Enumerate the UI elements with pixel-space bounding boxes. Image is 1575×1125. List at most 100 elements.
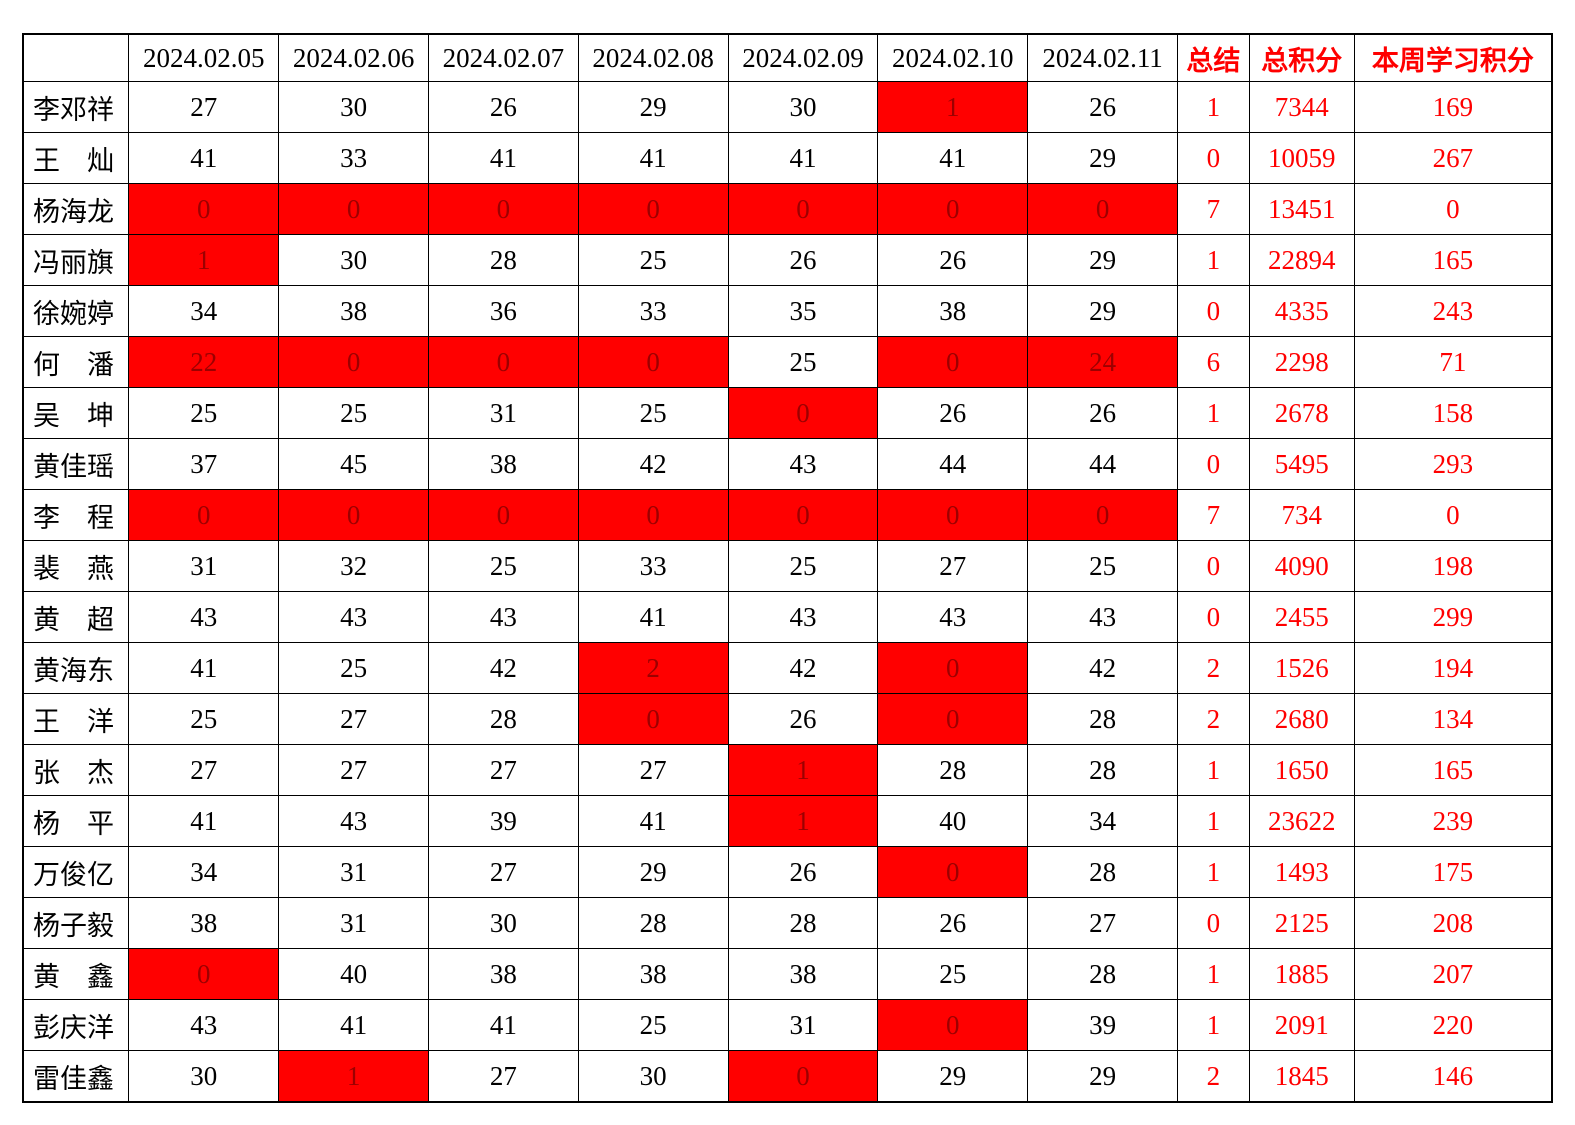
score-cell: 45 xyxy=(278,438,429,490)
score-cell: 27 xyxy=(877,540,1029,592)
score-cell: 34 xyxy=(1027,795,1178,847)
week-study-points-cell: 165 xyxy=(1353,744,1553,796)
score-cell: 41 xyxy=(128,642,280,694)
score-cell-flagged: 0 xyxy=(128,183,280,235)
score-cell-flagged: 0 xyxy=(877,336,1029,388)
score-cell: 41 xyxy=(278,999,429,1051)
weekly-score-table: 2024.02.05 2024.02.06 2024.02.07 2024.02.08… xyxy=(22,33,1553,1103)
score-cell: 39 xyxy=(427,795,579,847)
score-cell: 43 xyxy=(877,591,1029,643)
table-row: 杨子毅 38 31 30 28 28 26 27 0 2125 208 xyxy=(22,897,1553,949)
score-cell: 38 xyxy=(427,948,579,1000)
score-cell: 26 xyxy=(877,234,1029,286)
table-row: 冯丽旗 1 30 28 25 26 26 29 1 22894 165 xyxy=(22,234,1553,286)
week-study-points-cell: 267 xyxy=(1353,132,1553,184)
summary-count-cell: 2 xyxy=(1176,642,1250,694)
score-cell: 33 xyxy=(278,132,429,184)
table-row: 黄 超 43 43 43 41 43 43 43 0 2455 299 xyxy=(22,591,1553,643)
score-cell: 41 xyxy=(577,591,729,643)
date-column-header: 2024.02.05 xyxy=(128,33,280,82)
student-name: 冯丽旗 xyxy=(22,234,130,286)
score-cell: 28 xyxy=(1027,948,1178,1000)
total-points-cell: 7344 xyxy=(1248,81,1355,133)
week-study-points-cell: 207 xyxy=(1353,948,1553,1000)
score-cell: 41 xyxy=(577,132,729,184)
summary-count-cell: 0 xyxy=(1176,591,1250,643)
student-name: 黄 超 xyxy=(22,591,130,643)
score-cell: 25 xyxy=(577,387,729,439)
summary-count-cell: 1 xyxy=(1176,948,1250,1000)
week-study-points-cell: 175 xyxy=(1353,846,1553,898)
total-points-cell: 13451 xyxy=(1248,183,1355,235)
summary-count-cell: 2 xyxy=(1176,1050,1250,1103)
table-row: 黄佳瑶 37 45 38 42 43 44 44 0 5495 293 xyxy=(22,438,1553,490)
score-cell: 38 xyxy=(727,948,879,1000)
score-cell: 41 xyxy=(128,795,280,847)
score-cell-flagged: 1 xyxy=(278,1050,429,1103)
summary-count-cell: 7 xyxy=(1176,489,1250,541)
summary-count-cell: 0 xyxy=(1176,540,1250,592)
table-row: 黄 鑫 0 40 38 38 38 25 28 1 1885 207 xyxy=(22,948,1553,1000)
score-cell: 25 xyxy=(1027,540,1178,592)
score-cell: 33 xyxy=(577,285,729,337)
student-name: 何 潘 xyxy=(22,336,130,388)
score-cell: 25 xyxy=(427,540,579,592)
week-study-points-cell: 71 xyxy=(1353,336,1553,388)
total-points-cell: 1885 xyxy=(1248,948,1355,1000)
score-cell: 31 xyxy=(427,387,579,439)
score-cell: 25 xyxy=(278,642,429,694)
score-cell: 29 xyxy=(577,846,729,898)
table-row: 王 洋 25 27 28 0 26 0 28 2 2680 134 xyxy=(22,693,1553,745)
summary-count-cell: 1 xyxy=(1176,387,1250,439)
score-cell: 33 xyxy=(577,540,729,592)
total-points-cell: 2125 xyxy=(1248,897,1355,949)
score-cell-flagged: 0 xyxy=(278,336,429,388)
score-cell: 26 xyxy=(727,846,879,898)
score-cell: 44 xyxy=(1027,438,1178,490)
score-cell: 38 xyxy=(427,438,579,490)
score-cell: 36 xyxy=(427,285,579,337)
header-row: 2024.02.05 2024.02.06 2024.02.07 2024.02.08… xyxy=(22,33,1553,82)
score-cell-flagged: 0 xyxy=(727,1050,879,1103)
score-cell: 31 xyxy=(278,897,429,949)
score-cell: 28 xyxy=(1027,744,1178,796)
summary-count-cell: 1 xyxy=(1176,795,1250,847)
student-name: 李 程 xyxy=(22,489,130,541)
week-study-points-cell: 220 xyxy=(1353,999,1553,1051)
score-cell: 42 xyxy=(1027,642,1178,694)
table-row: 黄海东 41 25 42 2 42 0 42 2 1526 194 xyxy=(22,642,1553,694)
score-cell: 27 xyxy=(278,744,429,796)
score-cell: 38 xyxy=(877,285,1029,337)
score-cell-flagged: 0 xyxy=(877,846,1029,898)
score-cell: 43 xyxy=(427,591,579,643)
score-cell: 29 xyxy=(1027,132,1178,184)
score-cell-flagged: 0 xyxy=(427,183,579,235)
score-cell-flagged: 0 xyxy=(727,183,879,235)
score-cell: 43 xyxy=(128,591,280,643)
total-points-cell: 2298 xyxy=(1248,336,1355,388)
score-cell-flagged: 0 xyxy=(427,336,579,388)
date-column-header: 2024.02.06 xyxy=(278,33,429,82)
date-column-header: 2024.02.10 xyxy=(877,33,1029,82)
summary-count-cell: 1 xyxy=(1176,999,1250,1051)
score-cell: 28 xyxy=(577,897,729,949)
score-cell-flagged: 0 xyxy=(877,183,1029,235)
score-cell: 25 xyxy=(278,387,429,439)
score-cell: 42 xyxy=(427,642,579,694)
summary-count-cell: 1 xyxy=(1176,846,1250,898)
score-cell-flagged: 2 xyxy=(577,642,729,694)
score-cell-flagged: 0 xyxy=(577,693,729,745)
total-points-cell: 1845 xyxy=(1248,1050,1355,1103)
score-cell: 38 xyxy=(577,948,729,1000)
score-cell: 26 xyxy=(727,693,879,745)
score-cell: 29 xyxy=(577,81,729,133)
date-column-header: 2024.02.07 xyxy=(427,33,579,82)
table-row: 李邓祥 27 30 26 29 30 1 26 1 7344 169 xyxy=(22,81,1553,133)
week-study-points-cell: 0 xyxy=(1353,489,1553,541)
score-cell: 27 xyxy=(427,846,579,898)
summary-count-cell: 2 xyxy=(1176,693,1250,745)
score-cell: 26 xyxy=(877,897,1029,949)
score-cell: 29 xyxy=(1027,234,1178,286)
table-row: 杨 平 41 43 39 41 1 40 34 1 23622 239 xyxy=(22,795,1553,847)
summary-count-cell: 0 xyxy=(1176,438,1250,490)
